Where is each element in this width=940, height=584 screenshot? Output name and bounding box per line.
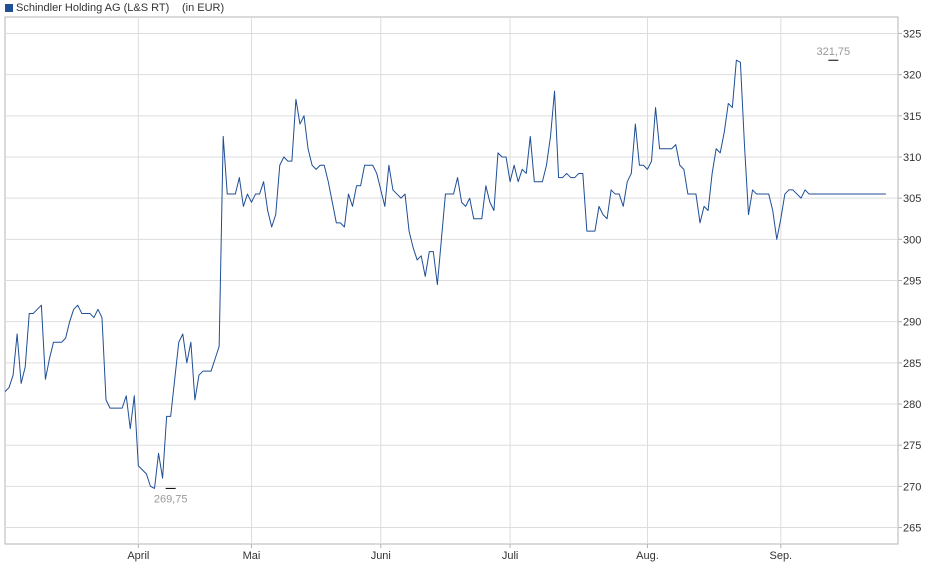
y-tick-label: 280 [903,399,921,411]
y-axis-labels: 265 270 275 280 285 290 295 300 305 310 315 320 325 [903,28,921,534]
chart-title: Schindler Holding AG (L&S RT) [16,2,169,14]
series-layer [4,59,886,489]
annotation-layer: 269,75 321,75 [154,46,850,505]
y-tick-label: 315 [903,111,921,123]
y-gridlines [5,32,902,529]
unit-label: (in EUR) [182,2,224,14]
x-gridlines [137,17,782,548]
y-tick-label: 265 [903,523,921,535]
x-tick-label: Aug. [636,550,659,562]
x-tick-label: April [127,550,149,562]
x-tick-label: Juli [502,550,519,562]
y-tick-label: 305 [903,193,921,205]
y-tick-label: 285 [903,358,921,370]
y-tick-label: 295 [903,276,921,288]
y-tick-label: 310 [903,152,921,164]
series-line [4,59,886,489]
y-tick-label: 270 [903,481,921,493]
x-tick-label: Mai [243,550,261,562]
extreme-label: 321,75 [817,46,851,58]
x-axis-labels: April Mai Juni Juli Aug. Sep. [127,550,792,562]
x-tick-label: Sep. [769,550,792,562]
y-tick-label: 290 [903,317,921,329]
x-tick-label: Juni [371,550,391,562]
legend-swatch [5,4,13,12]
y-tick-label: 300 [903,234,921,246]
y-tick-label: 320 [903,70,921,82]
y-tick-label: 325 [903,28,921,40]
extreme-label: 269,75 [154,493,188,505]
y-tick-label: 275 [903,440,921,452]
